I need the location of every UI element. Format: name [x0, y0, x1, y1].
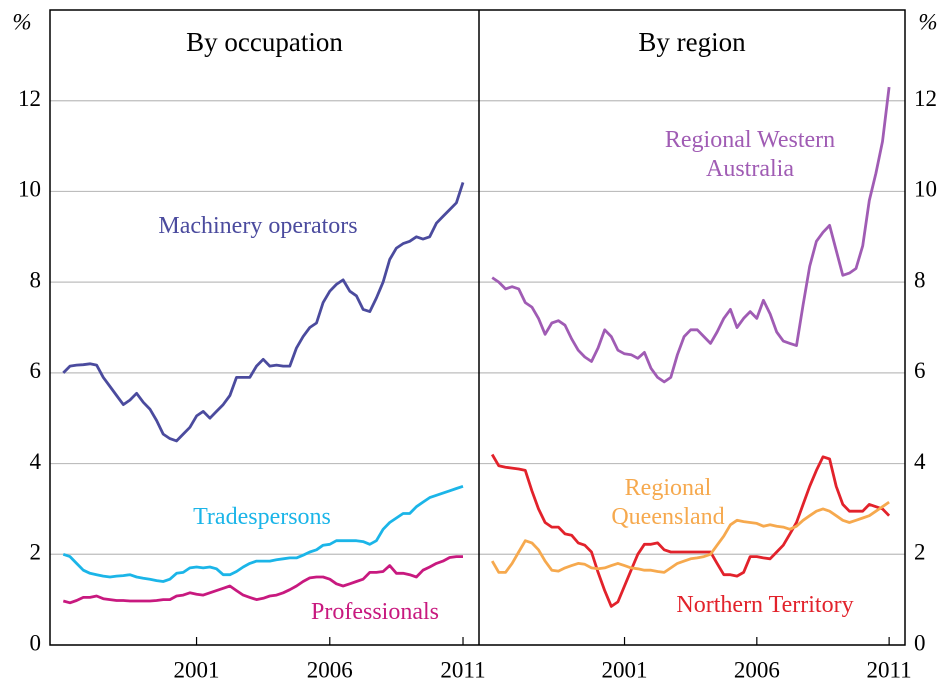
y-tick-label: 6 — [914, 358, 926, 383]
y-tick-label: 12 — [914, 86, 937, 111]
series-label: Regional Queensland — [611, 475, 725, 530]
y-axis-unit: % — [918, 9, 937, 34]
y-tick-label: 2 — [30, 540, 42, 565]
plot-frame — [49, 9, 906, 646]
x-tick-label: 2006 — [734, 657, 780, 682]
x-tick-label: 2011 — [440, 657, 485, 682]
y-tick-label: 8 — [914, 267, 926, 292]
y-tick-label: 4 — [30, 449, 42, 474]
series-label-box: Professionals — [311, 599, 439, 625]
series-label-box: Machinery operators — [158, 213, 358, 239]
x-tick-label: 2001 — [174, 657, 220, 682]
series-line — [490, 453, 891, 608]
y-tick-label: 2 — [914, 540, 926, 565]
x-tick-label: 2006 — [307, 657, 353, 682]
y-tick-label: 8 — [30, 267, 42, 292]
series-label: Northern Territory — [676, 592, 854, 618]
x-tick-label: 2001 — [602, 657, 648, 682]
y-tick-label: 12 — [18, 86, 41, 111]
y-tick-label: 4 — [914, 449, 926, 474]
series-line — [62, 181, 465, 443]
y-axis-unit: % — [12, 9, 31, 34]
series-label: Professionals — [311, 599, 439, 625]
series-label: Tradespersons — [193, 504, 331, 530]
y-tick-label: 6 — [30, 358, 42, 383]
series-line — [62, 484, 464, 583]
y-tick-label: 10 — [914, 177, 937, 202]
series-line — [62, 555, 463, 605]
series-label: Machinery operators — [158, 213, 358, 239]
series-label-box: Regional Queensland — [611, 475, 725, 530]
y-tick-label: 0 — [30, 630, 42, 655]
series-label-box: Regional Western Australia — [664, 127, 836, 182]
series-label-box: Tradespersons — [193, 504, 331, 530]
y-tick-label: 10 — [18, 177, 41, 202]
panel-title: By region — [638, 27, 746, 57]
series-label: Regional Western Australia — [664, 127, 836, 182]
y-tick-label: 0 — [914, 630, 926, 655]
series-line — [490, 500, 890, 574]
panel-title: By occupation — [186, 27, 343, 57]
series-line — [491, 86, 891, 384]
series-label-box: Northern Territory — [676, 592, 854, 618]
x-tick-label: 2011 — [867, 657, 912, 682]
